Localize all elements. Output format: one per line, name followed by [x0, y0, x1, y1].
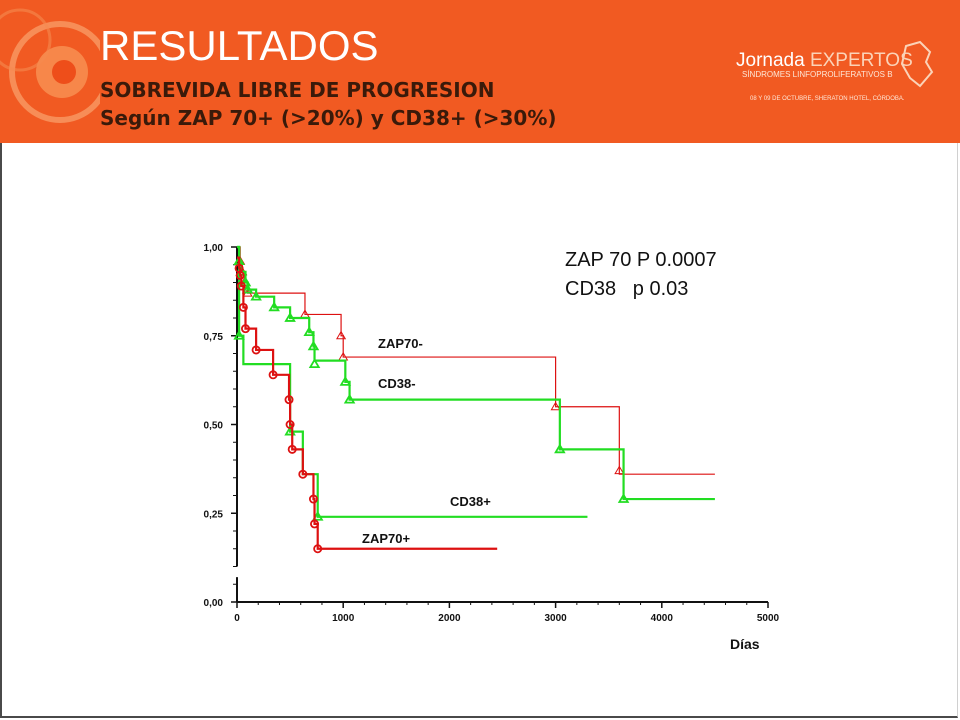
- x-tick-label: 0: [234, 613, 240, 624]
- point-marker: [240, 324, 250, 334]
- point-marker: [284, 312, 296, 322]
- logo-subtitle: SÍNDROMES LINFOPROLIFERATIVOS B: [742, 70, 893, 79]
- point-marker: [287, 444, 297, 454]
- annotation-cd38: CD38 p 0.03: [565, 278, 688, 300]
- point-marker: [310, 519, 320, 529]
- logo-word1: Jornada: [736, 50, 810, 71]
- point-marker: [241, 283, 254, 294]
- point-marker: [284, 395, 294, 405]
- point-marker: [339, 375, 352, 386]
- series-label-cd38-neg: CD38-: [378, 376, 416, 391]
- chart-curves: [233, 245, 715, 554]
- point-marker: [268, 301, 280, 312]
- x-tick-label: 4000: [651, 613, 674, 624]
- point-marker: [235, 270, 245, 280]
- point-marker: [285, 419, 295, 429]
- series-label-cd38-pos: CD38+: [450, 494, 491, 509]
- point-marker: [554, 443, 566, 454]
- decorative-circles-icon: [0, 8, 100, 123]
- y-tick-label: 0,25: [204, 509, 224, 520]
- series-line-cd38-: [237, 245, 715, 501]
- point-marker: [313, 544, 323, 554]
- x-tick-label: 2000: [438, 613, 461, 624]
- point-marker: [251, 345, 261, 355]
- logo-text: Jornada EXPERTOS: [736, 50, 913, 72]
- series-label-zap70-neg: ZAP70-: [378, 336, 423, 351]
- logo-date: 08 Y 09 DE OCTUBRE, SHERATON HOTEL, CÓRD…: [750, 96, 905, 102]
- series-line-zap70+: [237, 256, 498, 550]
- point-marker: [617, 493, 630, 503]
- point-marker: [307, 340, 320, 351]
- logo-word2: EXPERTOS: [809, 50, 913, 71]
- slide-header: RESULTADOS SOBREVIDA LIBRE DE PROGRESION…: [0, 0, 960, 143]
- x-tick-label: 5000: [757, 613, 780, 624]
- page-subtitle-criteria: Según ZAP 70+ (>20%) y CD38+ (>30%): [100, 106, 557, 130]
- point-marker: [236, 281, 246, 291]
- point-marker: [550, 401, 561, 411]
- point-marker: [303, 326, 315, 337]
- x-tick-label: 1000: [332, 613, 355, 624]
- point-marker: [250, 290, 262, 301]
- annotation-zap70: ZAP 70 P 0.0007: [565, 249, 717, 271]
- point-marker: [308, 358, 321, 368]
- point-marker: [298, 469, 308, 479]
- y-tick-label: 0,75: [204, 332, 224, 343]
- series-label-zap70-pos: ZAP70+: [362, 531, 410, 546]
- event-logo: Jornada EXPERTOS SÍNDROMES LINFOPROLIFER…: [728, 38, 936, 110]
- point-marker: [336, 330, 347, 340]
- chart-axes: 0,00 0,25 0,50 0,75 1,00 0 1000 2000 3000 4000 500…: [204, 243, 780, 624]
- slide-content: [0, 143, 958, 718]
- point-marker: [268, 370, 278, 380]
- page-subtitle: SOBREVIDA LIBRE DE PROGRESION: [100, 78, 495, 102]
- point-marker: [308, 494, 318, 504]
- y-tick-label: 0,50: [204, 421, 224, 432]
- point-marker: [233, 329, 245, 340]
- point-marker: [343, 393, 356, 404]
- y-tick-label: 0,00: [204, 598, 224, 609]
- page-title: RESULTADOS: [100, 22, 379, 69]
- x-tick-label: 3000: [544, 613, 567, 624]
- x-axis-label: Días: [730, 636, 760, 652]
- point-marker: [238, 302, 248, 312]
- point-marker: [614, 465, 625, 475]
- y-tick-label: 1,00: [204, 243, 224, 254]
- map-outline-icon: [900, 40, 934, 88]
